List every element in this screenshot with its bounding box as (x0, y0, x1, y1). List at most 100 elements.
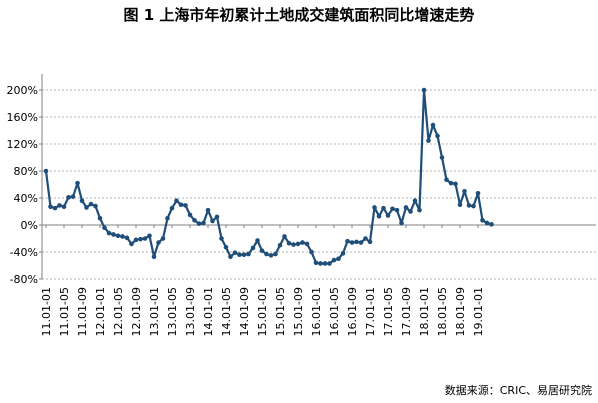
y-axis: 200% 160% 120% 80% 40% 0% -40% -80% (7, 74, 43, 286)
data-point (93, 203, 98, 209)
data-point (120, 234, 125, 239)
data-point (475, 190, 481, 196)
y-tick-label: 80% (14, 165, 38, 178)
data-point (232, 250, 238, 255)
data-point (210, 218, 215, 224)
data-point (43, 168, 49, 174)
data-point (111, 232, 116, 237)
data-point (435, 133, 440, 139)
y-tick-label: 120% (7, 138, 38, 151)
data-point (399, 220, 404, 226)
data-point (462, 188, 467, 194)
data-point (70, 194, 76, 199)
x-tick-label: 17.01-09 (400, 287, 413, 336)
data-point (448, 180, 454, 186)
data-point (372, 205, 377, 210)
data-point (66, 195, 71, 200)
data-point (142, 236, 148, 241)
series-line (44, 88, 492, 265)
data-point (340, 251, 346, 256)
data-point (183, 203, 188, 208)
data-point (268, 253, 274, 258)
data-point (174, 198, 179, 203)
data-point (178, 202, 184, 208)
y-tick-label: 200% (7, 84, 38, 97)
x-tick-label: 16.01-01 (310, 287, 323, 336)
data-point (300, 240, 305, 245)
x-tick-label: 12.01-09 (130, 287, 143, 336)
y-tick-label: 40% (14, 192, 38, 205)
data-point (214, 214, 220, 220)
x-tick-label: 17.01-01 (364, 287, 377, 336)
data-point (187, 212, 193, 218)
x-tick-label: 15.01-09 (292, 287, 305, 336)
x-tick-label: 11.01-05 (58, 287, 71, 336)
data-point (489, 222, 494, 227)
data-point (223, 244, 229, 250)
data-point (381, 205, 386, 211)
x-tick-label: 18.01-05 (436, 287, 449, 336)
data-point (228, 254, 233, 260)
data-point (84, 205, 89, 210)
data-point (390, 206, 395, 212)
data-point (160, 236, 166, 241)
data-point (313, 260, 319, 266)
gridlines (42, 89, 596, 280)
data-point (192, 217, 197, 223)
data-point (327, 261, 332, 266)
data-point (169, 205, 175, 211)
data-point (102, 225, 107, 230)
data-point (106, 230, 112, 236)
data-point (147, 233, 152, 239)
data-point (259, 248, 265, 253)
data-point (57, 203, 62, 208)
data-point (345, 238, 350, 244)
x-tick-label: 11.01-01 (40, 287, 53, 336)
data-point (133, 237, 139, 243)
data-point (115, 233, 121, 239)
data-point (358, 240, 364, 245)
data-point (363, 236, 368, 241)
x-tick-label: 19.01-01 (472, 287, 485, 336)
data-point (349, 240, 355, 245)
data-point (484, 220, 490, 226)
data-point (385, 213, 391, 218)
data-point (282, 234, 287, 239)
data-point (52, 205, 58, 211)
data-point (318, 261, 323, 266)
data-point (237, 252, 242, 257)
data-point (439, 155, 445, 160)
data-point (219, 236, 224, 241)
x-axis: 11.01-01 11.01-05 11.01-09 12.01-01 12.01-05… (40, 224, 596, 336)
x-tick-label: 18.01-01 (418, 287, 431, 336)
data-point (367, 239, 373, 245)
data-point (336, 256, 341, 262)
data-point (165, 215, 170, 221)
data-point (124, 235, 130, 241)
data-point (264, 251, 269, 257)
series-layer (43, 87, 494, 266)
data-point (156, 240, 161, 245)
chart-title: 图 1 上海市年初累计土地成交建筑面积同比增速走势 (124, 6, 475, 24)
data-point (430, 122, 436, 128)
data-point (255, 238, 260, 243)
x-tick-label: 14.01-01 (202, 287, 215, 336)
x-tick-label: 14.01-05 (220, 287, 233, 336)
x-tick-label: 14.01-09 (238, 287, 251, 336)
data-point (196, 221, 202, 226)
data-point (79, 198, 85, 203)
data-point (394, 207, 400, 213)
data-point (61, 204, 67, 210)
data-point (277, 242, 283, 248)
data-point (241, 252, 247, 257)
x-tick-label: 16.01-05 (328, 287, 341, 336)
data-point (417, 207, 422, 213)
y-tick-label: 160% (7, 111, 38, 124)
data-point (408, 209, 413, 214)
data-point (412, 198, 418, 203)
data-point (246, 251, 251, 257)
data-point (354, 239, 359, 245)
data-point (273, 251, 278, 257)
data-point (97, 215, 103, 221)
